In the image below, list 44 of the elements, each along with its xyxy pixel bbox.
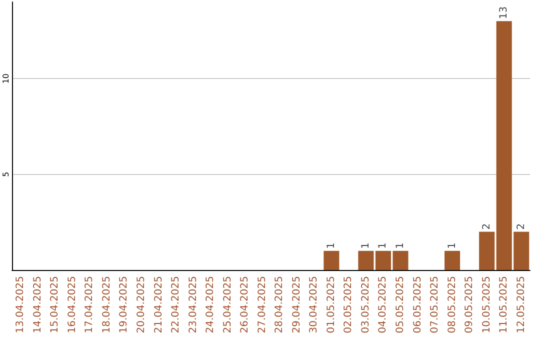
bar	[444, 250, 460, 270]
x-tick-label: 30.04.2025	[308, 276, 320, 334]
x-tick-label: 10.05.2025	[481, 276, 492, 334]
data-label: 1	[360, 242, 372, 249]
x-tick-label: 28.04.2025	[274, 276, 286, 334]
x-tick-label: 20.04.2025	[136, 276, 147, 334]
data-label: 1	[326, 242, 337, 249]
data-label: 2	[516, 223, 527, 230]
x-tick-label: 23.04.2025	[188, 276, 199, 334]
x-tick-label: 11.05.2025	[498, 276, 510, 334]
data-label: 2	[481, 223, 492, 230]
x-tick-label: 03.05.2025	[360, 276, 372, 334]
y-tick-label: 10	[2, 73, 10, 84]
bar	[479, 232, 495, 270]
x-tick-label: 18.04.2025	[101, 276, 112, 334]
x-tick-label: 07.05.2025	[430, 276, 441, 334]
x-tick-label: 22.04.2025	[170, 276, 182, 334]
bar	[358, 250, 374, 270]
y-tick-label: 5	[2, 172, 10, 177]
x-tick-label: 04.05.2025	[378, 276, 389, 334]
x-tick-label: 25.04.2025	[222, 276, 234, 334]
x-tick-label: 15.04.2025	[50, 276, 61, 334]
x-tick-label: 16.04.2025	[66, 276, 78, 334]
data-label: 1	[446, 242, 458, 249]
x-tick-label: 01.05.2025	[326, 276, 337, 334]
x-tick-label: 09.05.2025	[464, 276, 476, 334]
x-tick-label: 24.04.2025	[205, 276, 216, 334]
x-tick-label: 21.04.2025	[153, 276, 164, 334]
x-tick-label: 02.05.2025	[343, 276, 354, 334]
x-tick-label: 27.04.2025	[256, 276, 268, 334]
x-tick-label: 12.05.2025	[516, 276, 527, 334]
x-tick-label: 13.04.2025	[15, 276, 26, 334]
x-tick-label: 14.04.2025	[32, 276, 44, 334]
data-label: 1	[395, 242, 406, 249]
x-tick-label: 05.05.2025	[395, 276, 406, 334]
x-tick-label: 26.04.2025	[240, 276, 251, 334]
bar	[324, 250, 340, 270]
x-tick-label: 08.05.2025	[446, 276, 458, 334]
x-tick-label: 17.04.2025	[84, 276, 96, 334]
x-tick-label: 06.05.2025	[412, 276, 424, 334]
x-tick-label: 29.04.2025	[291, 276, 302, 334]
data-label: 13	[498, 6, 510, 20]
data-label: 1	[378, 242, 389, 249]
x-tick-label: 19.04.2025	[118, 276, 130, 334]
